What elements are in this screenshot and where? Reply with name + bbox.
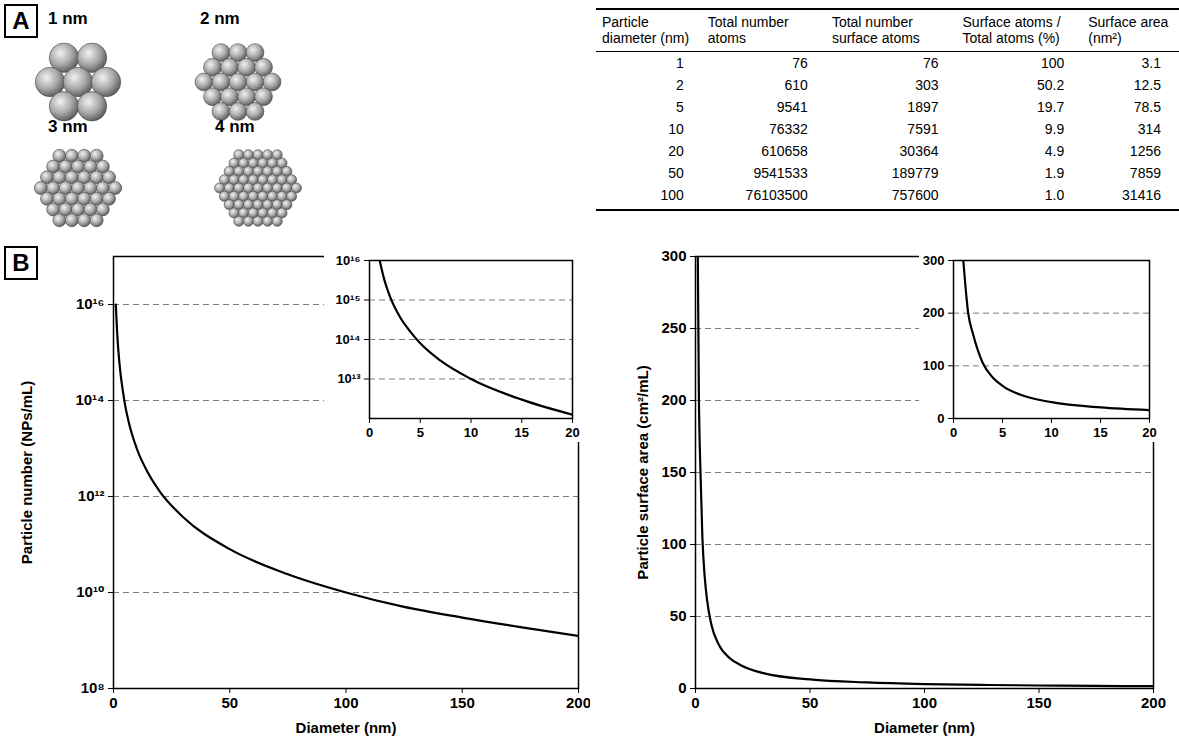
svg-text:150: 150 [1026, 694, 1051, 711]
svg-text:1 nm: 1 nm [48, 9, 88, 28]
svg-text:0: 0 [691, 694, 699, 711]
svg-text:250: 250 [661, 319, 686, 336]
svg-text:15: 15 [515, 425, 529, 440]
html-text:10: 10 [668, 121, 684, 137]
svg-text:100: 100 [912, 694, 937, 711]
html-text:B: B [12, 249, 30, 276]
svg-text:15: 15 [1093, 425, 1107, 440]
html-text:76332: 76332 [769, 121, 808, 137]
html-text:3.1: 3.1 [1141, 55, 1161, 71]
svg-text:20: 20 [1142, 425, 1156, 440]
svg-text:2 nm: 2 nm [200, 9, 240, 28]
svg-text:200: 200 [923, 305, 945, 320]
svg-text:200: 200 [566, 694, 590, 711]
svg-text:10¹⁶: 10¹⁶ [76, 295, 105, 312]
html-text:9541: 9541 [776, 99, 808, 115]
svg-text:Diameter (nm): Diameter (nm) [874, 719, 975, 736]
svg-text:0: 0 [937, 411, 944, 426]
svg-text:Particle number (NPs/mL): Particle number (NPs/mL) [18, 381, 35, 564]
html-text:76: 76 [922, 55, 939, 71]
svg-text:300: 300 [661, 247, 686, 264]
svg-text:Particle surface area (cm²/mL): Particle surface area (cm²/mL) [634, 365, 651, 579]
html-text:1.9: 1.9 [1044, 165, 1065, 181]
html-text:31416: 31416 [1122, 187, 1161, 203]
svg-text:10¹⁵: 10¹⁵ [336, 292, 361, 307]
svg-text:50: 50 [670, 607, 687, 624]
svg-text:4 nm: 4 nm [215, 117, 255, 136]
html-text:4.9: 4.9 [1044, 143, 1065, 159]
svg-text:300: 300 [923, 253, 945, 268]
html-text:1.0: 1.0 [1044, 187, 1065, 203]
svg-text:20: 20 [565, 425, 579, 440]
svg-text:150: 150 [661, 463, 686, 480]
svg-text:0: 0 [366, 425, 373, 440]
html-text:9541533: 9541533 [753, 165, 808, 181]
html-text:76103500: 76103500 [745, 187, 808, 203]
html-text:610: 610 [784, 77, 808, 93]
html-text:757600: 757600 [891, 187, 939, 203]
svg-text:10: 10 [1044, 425, 1058, 440]
html-text:Surface area (nm²): Surface area (nm²) [1088, 14, 1169, 46]
html-text:100: 100 [1040, 55, 1065, 71]
svg-text:200: 200 [661, 391, 686, 408]
html-text:50: 50 [668, 165, 684, 181]
svg-text:Diameter (nm): Diameter (nm) [296, 719, 397, 736]
html-text:Total number atoms: Total number atoms [707, 14, 789, 46]
html-text:610658: 610658 [761, 143, 808, 159]
svg-text:5: 5 [999, 425, 1006, 440]
html-text:9.9: 9.9 [1044, 121, 1065, 137]
html-text:303: 303 [915, 77, 939, 93]
html-text:A: A [12, 7, 30, 34]
html-text:100: 100 [660, 187, 684, 203]
html-text:50.2: 50.2 [1037, 77, 1065, 93]
html-text:5: 5 [676, 99, 684, 115]
html-text:30364: 30364 [899, 143, 939, 159]
svg-text:0: 0 [950, 425, 957, 440]
svg-text:0: 0 [678, 679, 686, 696]
svg-text:100: 100 [923, 358, 945, 373]
html-text:78.5: 78.5 [1133, 99, 1161, 115]
svg-text:50: 50 [221, 694, 238, 711]
svg-text:10¹⁴: 10¹⁴ [335, 332, 360, 347]
html-text:Total number surface atoms: Total number surface atoms [831, 14, 920, 46]
svg-text:10: 10 [464, 425, 478, 440]
svg-text:10⁸: 10⁸ [81, 679, 105, 696]
svg-text:10¹⁰: 10¹⁰ [76, 583, 104, 600]
svg-text:150: 150 [450, 694, 475, 711]
html-text:Particle diameter (nm): Particle diameter (nm) [602, 14, 690, 46]
html-text:76: 76 [792, 55, 808, 71]
svg-text:5: 5 [417, 425, 424, 440]
html-text:2: 2 [676, 77, 684, 93]
svg-text:100: 100 [661, 535, 686, 552]
html-text:7591: 7591 [907, 121, 939, 137]
html-text:20: 20 [668, 143, 684, 159]
html-text:19.7: 19.7 [1037, 99, 1065, 115]
html-text:1: 1 [676, 55, 684, 71]
html-text:7859: 7859 [1129, 165, 1161, 181]
svg-text:10¹⁶: 10¹⁶ [336, 253, 361, 268]
svg-text:10¹⁴: 10¹⁴ [75, 391, 104, 408]
svg-text:50: 50 [802, 694, 819, 711]
html-text:Surface atoms / Total atoms (%: Surface atoms / Total atoms (%) [962, 14, 1061, 46]
svg-text:0: 0 [109, 694, 117, 711]
html-text:12.5: 12.5 [1133, 77, 1161, 93]
svg-text:3 nm: 3 nm [48, 117, 88, 136]
svg-text:10¹³: 10¹³ [337, 371, 361, 386]
html-text:1897: 1897 [907, 99, 939, 115]
html-text:189779: 189779 [891, 165, 939, 181]
svg-text:10¹²: 10¹² [78, 487, 105, 504]
html-text:314: 314 [1137, 121, 1161, 137]
svg-text:100: 100 [333, 694, 358, 711]
svg-text:200: 200 [1141, 694, 1166, 711]
html-text:1256: 1256 [1129, 143, 1161, 159]
